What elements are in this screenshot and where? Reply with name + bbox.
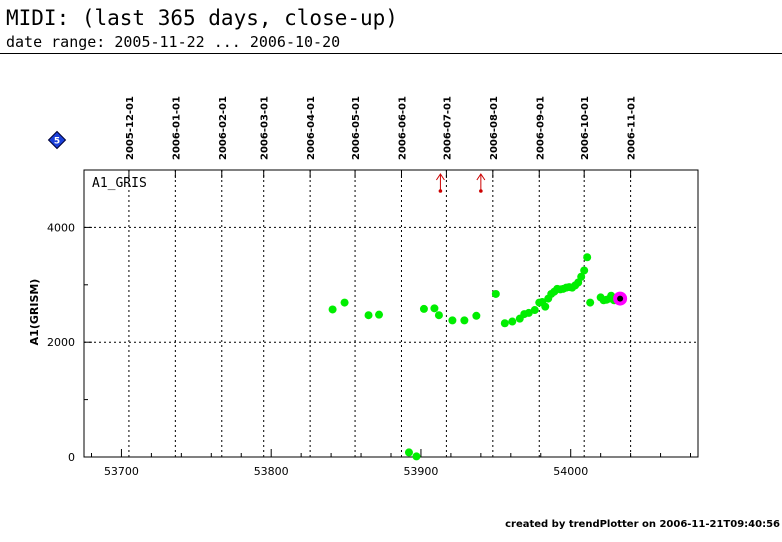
x-tick-label: 53900 (403, 465, 438, 478)
x-tick-label: 53800 (254, 465, 289, 478)
data-point (434, 311, 443, 320)
arrow-head (476, 173, 486, 181)
date-axis: 2005-12-01 2006-01-01 2006-02-01 2006-03-01… (125, 96, 638, 160)
data-point (541, 302, 550, 311)
date-tick-label: 2006-08-01 (489, 96, 500, 160)
data-point (364, 311, 373, 320)
date-tick-label: 2006-07-01 (442, 96, 453, 160)
date-tick-label: 2006-10-01 (580, 96, 591, 160)
footer-credit: created by trendPlotter on 2006-11-21T09… (505, 519, 780, 530)
data-point (430, 304, 439, 313)
data-point (580, 266, 589, 275)
data-point (508, 317, 517, 326)
date-tick-label: 2006-11-01 (627, 96, 638, 160)
last-point-dot (617, 295, 624, 302)
data-point (404, 448, 413, 457)
data-point (448, 316, 457, 325)
axes: 0 2000 4000 53700 53800 53900 54000 (47, 169, 692, 478)
date-tick-label: 2006-09-01 (535, 96, 546, 160)
badge-text: 5 (54, 137, 60, 147)
x-tick-label: 53700 (104, 465, 139, 478)
badge-diamond (47, 130, 67, 150)
data-point (524, 308, 533, 317)
page-title: MIDI: (last 365 days, close-up) (6, 6, 398, 30)
data-point (530, 306, 539, 315)
data-point (419, 304, 428, 313)
date-tick-label: 2006-06-01 (397, 96, 408, 160)
y-tick-label: 4000 (47, 221, 75, 234)
out-of-range-arrow (436, 173, 445, 193)
date-tick-label: 2006-01-01 (171, 96, 182, 160)
data-point (460, 316, 469, 325)
date-tick-label: 2006-05-01 (351, 96, 362, 160)
data-point (340, 298, 349, 307)
date-tick-label: 2006-03-01 (260, 96, 271, 160)
status-badge: 5 (47, 130, 67, 150)
panel-label: A1_GRIS (92, 176, 147, 191)
grid-lines (84, 170, 698, 457)
data-point (375, 310, 384, 319)
date-tick-label: 2006-02-01 (218, 96, 229, 160)
data-point (500, 319, 509, 328)
data-point (583, 253, 592, 262)
date-range-subtitle: date range: 2005-11-22 ... 2006-10-20 (6, 33, 341, 51)
out-of-range-arrow (476, 173, 486, 193)
data-point (472, 311, 481, 320)
data-markers (328, 173, 628, 461)
arrow-base (438, 189, 443, 193)
plot-frame (83, 169, 699, 458)
header-divider (0, 53, 782, 54)
arrow-head (436, 173, 445, 181)
x-tick-label: 54000 (553, 465, 588, 478)
data-point (491, 289, 500, 298)
arrow-base (479, 189, 483, 193)
date-tick-label: 2006-04-01 (306, 96, 317, 160)
y-tick-label: 2000 (47, 336, 75, 349)
data-point (412, 452, 421, 461)
date-tick-label: 2005-12-01 (125, 96, 136, 160)
data-point (577, 272, 586, 281)
data-point (586, 298, 595, 307)
y-tick-label: 0 (68, 451, 75, 464)
y-axis-label: A1(GRISM) (28, 279, 41, 346)
data-point (328, 305, 337, 314)
